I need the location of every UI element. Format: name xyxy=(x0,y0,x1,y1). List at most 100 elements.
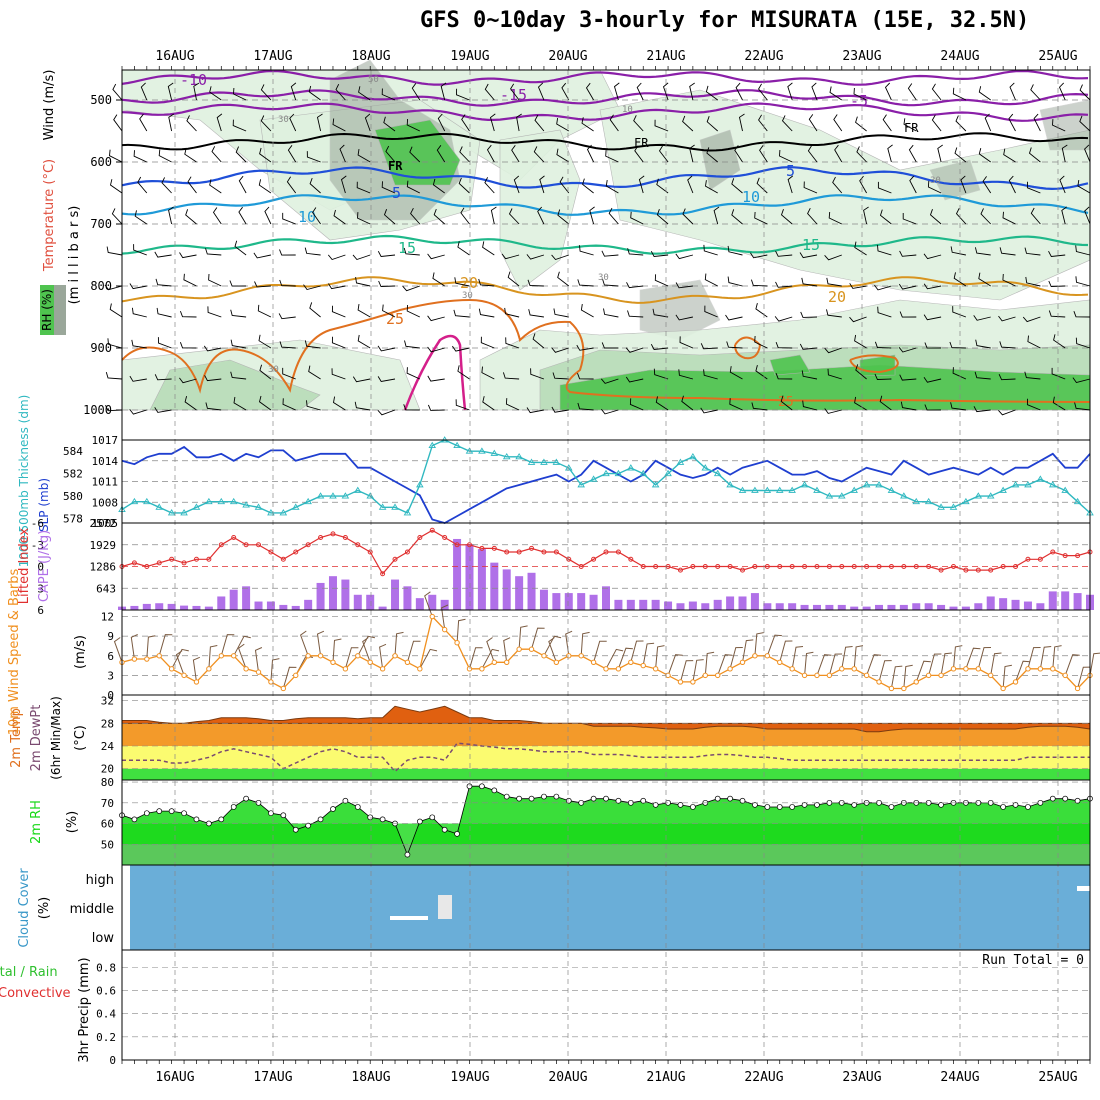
panel-wind-bg xyxy=(122,610,1090,695)
rh2m-point xyxy=(292,826,299,833)
wind-barb xyxy=(168,206,174,225)
wind-barb xyxy=(167,82,174,101)
wind-barb xyxy=(490,206,497,225)
lifted-index-point xyxy=(1037,556,1043,562)
wind-barb xyxy=(527,279,544,287)
wind-barb xyxy=(1033,113,1041,132)
surface-wind-barb xyxy=(1039,646,1052,669)
rh2m-point xyxy=(801,802,808,808)
thickness-point xyxy=(813,486,821,493)
thickness-point xyxy=(887,486,896,493)
lifted-index-point xyxy=(864,564,870,569)
contour-label-10a: 10 xyxy=(298,208,316,226)
surface-wind-barb xyxy=(531,627,545,650)
wind-barb xyxy=(328,283,346,290)
wind-barb xyxy=(537,82,545,101)
wind-barb xyxy=(561,82,570,101)
thickness-point xyxy=(986,492,995,499)
date-label-top: 20AUG xyxy=(548,49,587,64)
wind-barb xyxy=(532,333,545,349)
wind-barb xyxy=(754,211,768,225)
tick-label-cloud: low xyxy=(92,931,115,946)
thickness-point xyxy=(205,497,213,505)
wind-barb xyxy=(480,336,495,349)
wind-barb xyxy=(104,284,123,291)
cape-bar xyxy=(477,549,486,610)
wind-barb xyxy=(209,86,222,101)
wind-barb xyxy=(654,274,669,287)
wind-barb xyxy=(650,250,669,257)
wind-barb xyxy=(1084,144,1091,163)
wind-barb xyxy=(898,347,917,353)
wind-speed-point xyxy=(963,666,969,672)
lifted-index-point xyxy=(814,564,820,569)
wind-barb xyxy=(576,344,594,351)
wind-barb xyxy=(774,316,793,322)
wind-barb xyxy=(254,281,271,288)
surface-wind-barb xyxy=(171,648,189,670)
wind-barb xyxy=(279,341,296,349)
wind-speed-point xyxy=(888,685,895,692)
rh2m-point xyxy=(441,826,448,833)
wind-speed-point xyxy=(1012,679,1019,685)
lifted-index-point xyxy=(553,549,559,555)
tick-label-slp: 1017 xyxy=(92,434,119,447)
surface-wind-barb xyxy=(543,635,562,657)
wind-barb xyxy=(551,347,569,353)
surface-wind-barb xyxy=(630,640,644,663)
cape-bar xyxy=(353,594,362,610)
lifted-index-point xyxy=(677,567,683,573)
wind-barb xyxy=(1030,84,1041,101)
wind-barb xyxy=(234,240,247,256)
surface-wind-barb xyxy=(667,654,683,676)
wind-barb xyxy=(603,308,619,318)
wind-speed-point xyxy=(640,662,646,669)
wind-speed-point xyxy=(752,653,758,659)
wind-speed-point xyxy=(1050,666,1056,672)
lifted-index-point xyxy=(950,564,956,569)
date-label-bottom: 23AUG xyxy=(842,1070,881,1085)
rh2m-point xyxy=(280,812,287,819)
wind-barb xyxy=(874,284,892,291)
wind-barb xyxy=(230,371,247,380)
wind-barb xyxy=(887,144,893,163)
cape-bar xyxy=(899,604,908,610)
wind-barb xyxy=(605,150,619,163)
surface-wind-barb xyxy=(481,648,500,670)
thickness-line xyxy=(121,439,1091,514)
cape-bar xyxy=(862,606,871,610)
surface-wind-barb xyxy=(742,639,754,663)
wind-barb xyxy=(625,376,644,383)
wind-barb xyxy=(984,113,992,132)
wind-barb xyxy=(309,177,321,194)
wind-barb xyxy=(754,335,768,349)
wind-barb xyxy=(800,311,818,318)
wind-barb xyxy=(381,181,396,194)
cape-bar xyxy=(1036,603,1045,610)
surface-wind-barb xyxy=(146,635,156,660)
contour-label-20a: 20 xyxy=(460,274,478,292)
rh2m-point xyxy=(565,797,572,804)
run-total-label: Run Total = 0 xyxy=(982,953,1084,968)
tick-label-li: 3 xyxy=(37,582,44,595)
lifted-index-point xyxy=(516,549,522,555)
wind-barb xyxy=(602,279,619,287)
wind-barb xyxy=(1053,334,1066,349)
rh2m-point xyxy=(541,793,547,800)
thickness-point xyxy=(267,509,275,516)
tick-label-slp: 1011 xyxy=(92,476,119,489)
ylabel-rh-unit: (%) xyxy=(65,811,80,834)
thickness-point xyxy=(838,492,846,499)
ylabel-millibars: (m i l l i b a r s) xyxy=(67,206,82,305)
thickness-point xyxy=(1073,497,1082,505)
lifted-index-point xyxy=(256,542,262,548)
thickness-point xyxy=(465,447,474,454)
wind-barb xyxy=(856,146,867,163)
wind-barb xyxy=(787,175,794,194)
date-label-top: 24AUG xyxy=(940,49,979,64)
date-label-bottom: 20AUG xyxy=(548,1070,587,1085)
wind-barb xyxy=(1026,181,1041,194)
wind-barb xyxy=(949,341,966,349)
thickness-point xyxy=(341,492,350,499)
surface-wind-barb xyxy=(316,630,325,656)
